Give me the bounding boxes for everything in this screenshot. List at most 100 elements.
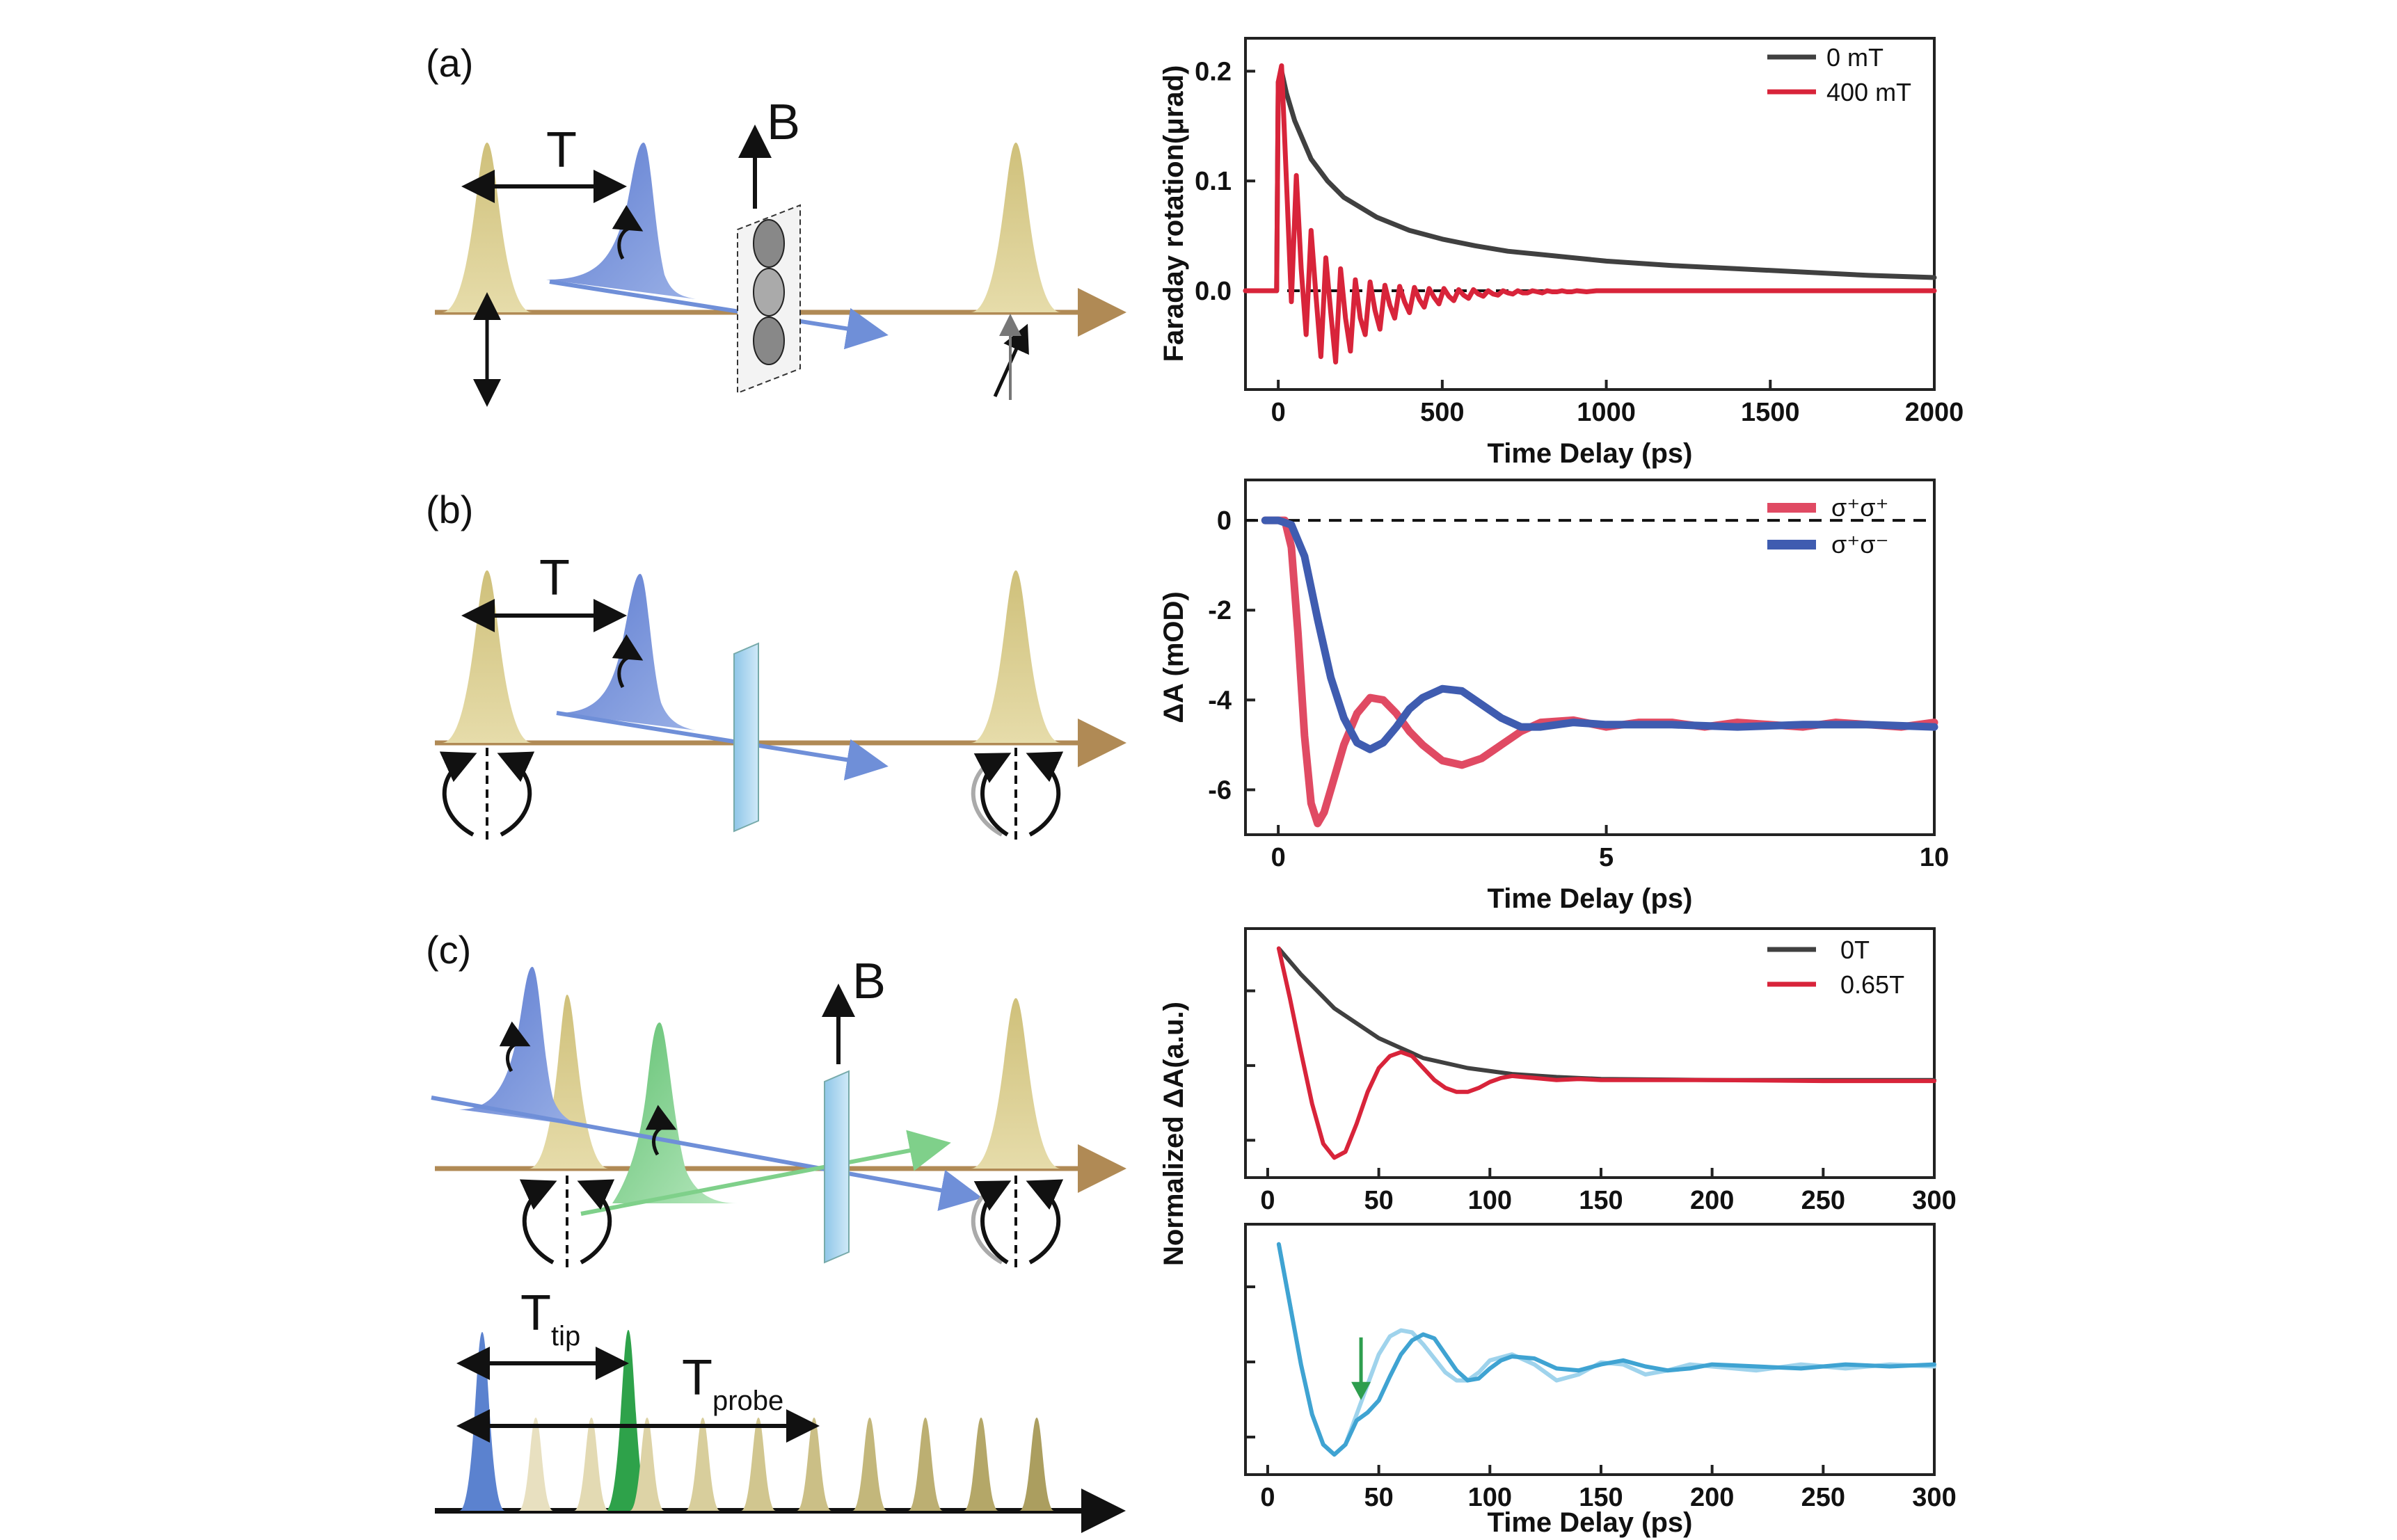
plot-frame (1244, 1223, 1936, 1476)
schematic-c: (c) B (426, 928, 1126, 1533)
probe-beam (549, 280, 889, 350)
series-line-1 (1276, 1242, 1936, 1457)
probe-beam (556, 711, 889, 780)
probe-delay-label: Tprobe (682, 1350, 783, 1416)
x-tick-label: 0 (1271, 843, 1286, 872)
plot-frame (1244, 479, 1936, 836)
series-line-0 (1276, 1242, 1936, 1457)
legend: 0T 0.65T (1767, 936, 1904, 999)
spin-icon (753, 268, 785, 316)
field-label-a: B (767, 95, 800, 150)
pump-pulse-2 (971, 570, 1061, 743)
x-tick-label: 200 (1690, 1186, 1734, 1215)
delay-label-b: T (539, 550, 570, 606)
y-tick-label: -2 (1208, 596, 1232, 625)
y-tick-label: -4 (1208, 686, 1232, 715)
x-tick-label: 50 (1364, 1186, 1393, 1215)
x-tick-label: 10 (1920, 843, 1949, 872)
x-tick-label: 250 (1801, 1186, 1845, 1215)
legend-label-1: 0.65T (1840, 970, 1904, 999)
probe-beam (431, 1096, 982, 1211)
spin-icon (753, 219, 785, 268)
y-tick-label: 0.2 (1195, 57, 1232, 86)
x-tick-label: 300 (1912, 1186, 1956, 1215)
chart-c-top: 0 50 100 150 200 250 300 0T 0.65T Normalized Δ… (1158, 927, 1957, 1266)
circular-polarization-icon (645, 1105, 677, 1156)
probe-pulse-train (518, 1418, 1054, 1511)
x-tick-label: 5 (1599, 843, 1614, 872)
panel-label-c: (c) (426, 928, 471, 972)
x-axis-label: Time Delay (ps) (1488, 438, 1693, 469)
probe-pulse (557, 574, 696, 730)
pump-pulse (459, 1332, 505, 1511)
field-label-c: B (852, 954, 886, 1009)
x-tick-label: 50 (1364, 1483, 1393, 1512)
pump-pulse-2 (971, 143, 1061, 312)
circular-polarization-icon (971, 753, 1003, 837)
x-tick-label: 0 (1271, 398, 1286, 427)
y-tick-label: -6 (1208, 776, 1232, 805)
tip-delay-label: Ttip (520, 1285, 580, 1351)
probe-pulse (546, 143, 696, 299)
pump-pulse (442, 570, 532, 743)
x-tick-label: 100 (1468, 1483, 1512, 1512)
chart-a: 0 500 1000 1500 2000 0.0 0.1 0.2 0 mT 400 mT Ti… (1158, 37, 1964, 469)
schematic-b: (b) T (426, 488, 1126, 842)
legend-label-1: σ⁺σ⁻ (1831, 530, 1888, 559)
annotation-arrow-head (1351, 1381, 1371, 1400)
y-tick-label: 0.0 (1195, 277, 1232, 306)
pump-pulse (529, 995, 609, 1169)
series-line-1 (1276, 946, 1936, 1160)
x-tick-label: 300 (1912, 1483, 1956, 1512)
circular-polarization-icon (1026, 1179, 1064, 1265)
series-line-0 (1261, 516, 1938, 828)
x-tick-label: 1000 (1577, 398, 1636, 427)
circular-polarization-icon (577, 1179, 615, 1265)
circular-polarization-icon (973, 1180, 1012, 1265)
panel-label-b: (b) (426, 488, 473, 531)
chart-c-bottom: 0 50 100 150 200 250 300 Time Delay (ps) (1244, 1223, 1957, 1538)
circular-polarization-icon (499, 1021, 531, 1073)
x-tick-label: 200 (1690, 1483, 1734, 1512)
plot-frame (1244, 37, 1936, 391)
legend-label-0: σ⁺σ⁺ (1831, 493, 1888, 522)
x-tick-label: 2000 (1905, 398, 1964, 427)
sample-plate (733, 642, 759, 833)
y-axis-label: Normalized ΔA(a.u.) (1158, 1002, 1189, 1266)
x-tick-label: 150 (1579, 1483, 1623, 1512)
spin-icon (753, 316, 785, 365)
x-tick-label: 100 (1468, 1186, 1512, 1215)
pump-pulse (442, 143, 532, 312)
legend-label-0: 0T (1840, 936, 1870, 964)
series-line-1 (1261, 516, 1938, 753)
x-tick-label: 0 (1260, 1186, 1275, 1215)
tipping-beam (580, 1130, 951, 1216)
circular-polarization-icon (971, 1180, 1003, 1265)
y-tick-label: 0 (1217, 506, 1232, 536)
x-tick-label: 500 (1420, 398, 1464, 427)
plot-frame (1244, 927, 1936, 1179)
delay-label-a: T (546, 122, 577, 178)
circular-polarization-icon (612, 204, 644, 260)
y-axis-label: Faraday rotation(μrad) (1158, 65, 1189, 362)
x-tick-label: 1500 (1741, 398, 1800, 427)
legend-label-0: 0 mT (1826, 43, 1884, 72)
y-axis-label: ΔA (mOD) (1158, 591, 1189, 723)
schematic-a: (a) T B (426, 41, 1126, 407)
circular-polarization-icon (612, 634, 644, 689)
tipping-pulse (612, 1022, 738, 1203)
x-tick-label: 0 (1260, 1483, 1275, 1512)
panel-label-a: (a) (426, 41, 473, 85)
y-tick-label: 0.1 (1195, 167, 1232, 196)
x-tick-label: 150 (1579, 1186, 1623, 1215)
chart-b: 0 5 10 0 -2 -4 -6 σ⁺σ⁺ σ⁺σ⁻ Time Delay (ps) ΔA… (1158, 479, 1949, 914)
circular-polarization-icon (497, 751, 535, 837)
x-tick-label: 250 (1801, 1483, 1845, 1512)
series-line-0 (1276, 946, 1936, 1082)
legend-label-1: 400 mT (1826, 78, 1911, 106)
sample-plate (824, 1070, 850, 1264)
legend: 0 mT 400 mT (1767, 43, 1911, 106)
x-axis-label: Time Delay (ps) (1488, 1507, 1693, 1538)
circular-polarization-icon (973, 753, 1012, 837)
